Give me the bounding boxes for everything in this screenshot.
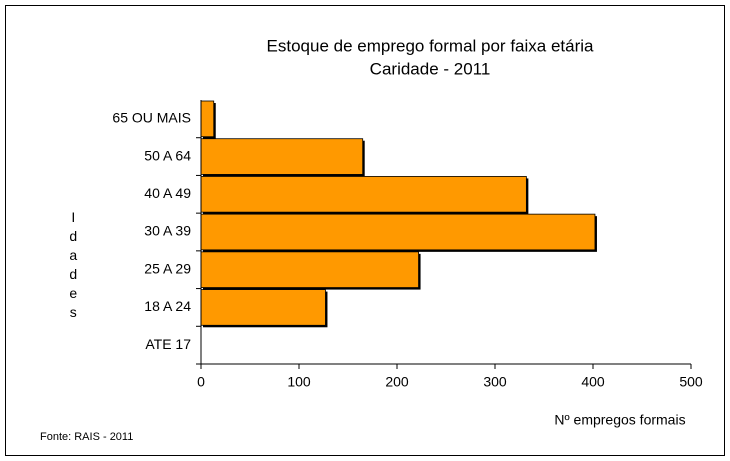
bar	[200, 100, 215, 138]
x-tick-label: 0	[197, 374, 205, 390]
y-tick-label: 65 OU MAIS	[112, 110, 191, 126]
y-axis-label: Idades	[65, 209, 81, 323]
y-tick-label: ATE 17	[145, 336, 191, 352]
bar	[200, 138, 364, 175]
bar	[200, 251, 419, 288]
x-axis-label: Nº empregos formais	[554, 412, 685, 428]
x-tick-label: 100	[287, 374, 311, 390]
x-tick-label: 500	[679, 374, 703, 390]
source-note: Fonte: RAIS - 2011	[40, 431, 133, 443]
bar	[200, 213, 596, 251]
y-tick-label: 50 A 64	[144, 147, 191, 163]
bar	[200, 289, 326, 326]
y-tick-label: 18 A 24	[144, 298, 191, 314]
chart-subtitle: Caridade - 2011	[370, 59, 491, 78]
y-tick-label: 25 A 29	[144, 260, 191, 276]
x-tick-label: 200	[385, 374, 409, 390]
y-tick-label: 40 A 49	[144, 185, 191, 201]
x-tick-label: 400	[581, 374, 605, 390]
bar	[200, 176, 527, 213]
chart-title: Estoque de emprego formal por faixa etár…	[267, 36, 595, 55]
y-tick-label: 30 A 39	[144, 223, 191, 239]
x-tick-label: 300	[483, 374, 507, 390]
